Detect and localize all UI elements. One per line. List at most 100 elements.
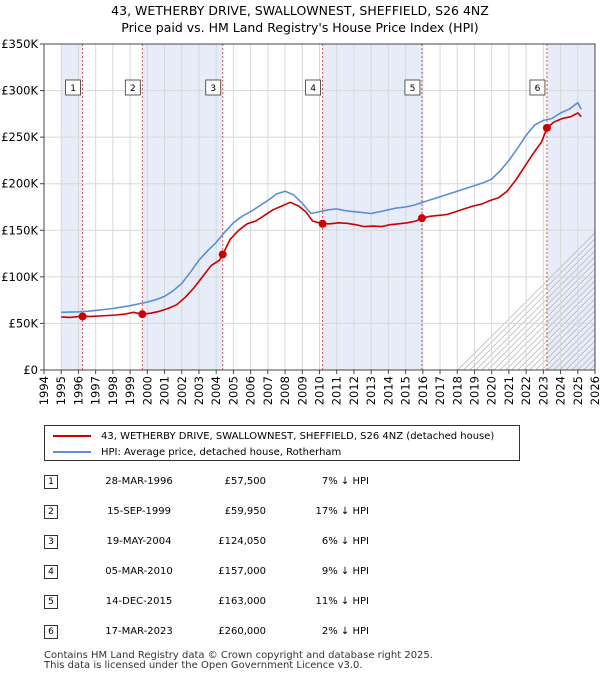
x-tick-label: 2001	[158, 376, 172, 405]
sale-price: £59,950	[224, 506, 266, 517]
x-tick-label: 2013	[364, 376, 378, 405]
shaded-period	[142, 44, 223, 370]
sale-date: 28-MAR-1996	[105, 476, 173, 487]
hatch-line	[457, 227, 600, 371]
y-tick-label: £250K	[1, 130, 38, 144]
sale-label-number: 1	[70, 84, 76, 94]
price-chart: 1 2 3 4 5 6 £0 £50K £100K £150K £200K £250K £300K £3…	[1, 37, 600, 405]
footer-copyright: Contains HM Land Registry data © Crown c…	[44, 650, 433, 661]
legend-item-hpi: HPI: Average price, detached house, Roth…	[53, 444, 341, 460]
legend-swatch-property	[53, 435, 91, 437]
x-tick-label: 2011	[330, 376, 344, 405]
sale-number-badge: 6	[44, 625, 58, 639]
x-tick-label: 2000	[140, 376, 154, 405]
sale-row: 4 05-MAR-2010 £157,000 9% ↓ HPI	[44, 558, 464, 588]
legend-swatch-hpi	[53, 451, 91, 453]
x-tick-label: 2019	[467, 376, 481, 405]
sale-row: 3 19-MAY-2004 £124,050 6% ↓ HPI	[44, 528, 464, 558]
sale-point	[318, 219, 327, 228]
sale-label-number: 2	[130, 84, 136, 94]
x-tick-label: 2023	[536, 376, 550, 405]
x-tick-label: 1994	[37, 376, 51, 405]
hatch-clip-right	[595, 43, 600, 371]
x-tick-label: 2004	[209, 376, 223, 405]
x-tick-label: 2025	[571, 376, 585, 405]
sale-hpi-diff: 11% ↓ HPI	[315, 596, 369, 607]
chart-title-block: 43, WETHERBY DRIVE, SWALLOWNEST, SHEFFIE…	[0, 2, 600, 36]
sale-price: £57,500	[224, 476, 266, 487]
x-tick-label: 2018	[450, 376, 464, 405]
sale-row: 2 15-SEP-1999 £59,950 17% ↓ HPI	[44, 498, 464, 528]
sale-price: £163,000	[218, 596, 266, 607]
sale-label-box	[65, 79, 81, 96]
x-tick-label: 1996	[71, 376, 85, 405]
y-tick-label: £200K	[1, 177, 38, 191]
legend-item-property: 43, WETHERBY DRIVE, SWALLOWNEST, SHEFFIE…	[53, 428, 494, 444]
x-tick-label: 2017	[433, 376, 447, 405]
chart-subtitle: Price paid vs. HM Land Registry's House …	[121, 20, 479, 35]
sale-label-box	[305, 79, 321, 96]
hatch-line	[487, 257, 600, 371]
x-tick-label: 2007	[261, 376, 275, 405]
sale-hpi-diff: 7% ↓ HPI	[321, 476, 369, 487]
x-tick-label: 2024	[554, 376, 568, 405]
hatch-line	[469, 239, 600, 371]
x-tick-label: 1999	[123, 376, 137, 405]
hatch-line	[529, 299, 600, 371]
x-tick-label: 2021	[502, 376, 516, 405]
hatch-line	[517, 287, 600, 371]
x-tick-label: 2022	[519, 376, 533, 405]
sale-label-number: 5	[410, 84, 416, 94]
x-tick-label: 1995	[54, 376, 68, 405]
hatch-line	[475, 245, 600, 371]
sale-hpi-diff: 9% ↓ HPI	[321, 566, 369, 577]
sale-label-number: 6	[535, 84, 541, 94]
x-tick-label: 2020	[485, 376, 499, 405]
shaded-period	[61, 44, 83, 370]
sale-point	[138, 310, 147, 319]
sale-date: 05-MAR-2010	[105, 566, 173, 577]
sale-number-badge: 3	[44, 535, 58, 549]
x-tick-label: 1998	[106, 376, 120, 405]
sale-date: 19-MAY-2004	[106, 536, 172, 547]
sale-label-number: 4	[310, 84, 316, 94]
sale-price: £260,000	[218, 626, 266, 637]
sale-number-badge: 1	[44, 475, 58, 489]
axes: £0 £50K £100K £150K £200K £250K £300K £350K 1994…	[1, 37, 600, 405]
sale-hpi-diff: 17% ↓ HPI	[315, 506, 369, 517]
sale-point	[542, 123, 551, 132]
sale-label-box	[124, 79, 141, 96]
y-tick-label: £0	[23, 363, 38, 377]
x-tick-label: 2005	[226, 376, 240, 405]
sale-points	[78, 123, 551, 321]
x-tick-label: 2010	[313, 376, 327, 405]
x-tick-label: 2016	[416, 376, 430, 405]
sale-label-box	[205, 79, 222, 96]
hatch-line	[493, 263, 600, 371]
shaded-period	[546, 44, 595, 370]
x-tick-label: 2002	[175, 376, 189, 405]
x-tick-label: 2015	[399, 376, 413, 405]
footer-licence: This data is licensed under the Open Gov…	[44, 660, 363, 671]
sale-number-badge: 2	[44, 505, 58, 519]
sale-labels: 1 2 3 4 5 6	[65, 79, 546, 96]
x-tick-label: 2006	[244, 376, 258, 405]
sale-point	[417, 214, 426, 223]
y-tick-label: £150K	[1, 223, 38, 237]
sale-point	[218, 250, 227, 259]
legend-label-hpi: HPI: Average price, detached house, Roth…	[101, 446, 342, 458]
sale-price: £124,050	[218, 536, 266, 547]
y-tick-label: £100K	[1, 270, 38, 284]
hatch-line	[499, 269, 600, 371]
series-line	[61, 101, 582, 314]
chart-title: 43, WETHERBY DRIVE, SWALLOWNEST, SHEFFIE…	[111, 3, 489, 18]
sale-price: £157,000	[218, 566, 266, 577]
sale-date: 15-SEP-1999	[107, 506, 171, 517]
hatch-line	[535, 305, 600, 371]
sale-row: 1 28-MAR-1996 £57,500 7% ↓ HPI	[44, 468, 464, 498]
sale-date: 17-MAR-2023	[105, 626, 173, 637]
x-tick-label: 2009	[295, 376, 309, 405]
y-tick-label: £50K	[9, 316, 39, 330]
hatch-line	[511, 281, 600, 371]
footer: Contains HM Land Registry data © Crown c…	[44, 651, 433, 671]
